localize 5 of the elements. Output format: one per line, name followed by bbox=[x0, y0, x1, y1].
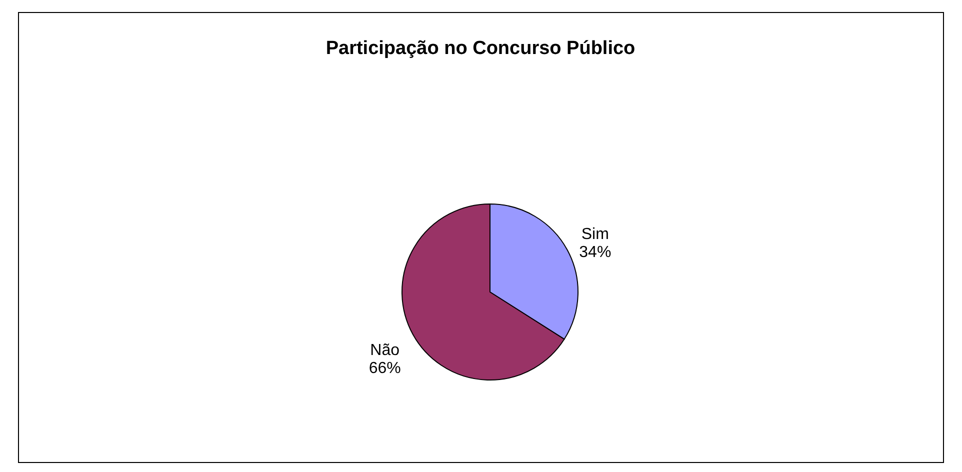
data-label: 66% bbox=[368, 360, 401, 377]
data-label: 34% bbox=[579, 244, 612, 262]
chart-title: Participação no Concurso Público bbox=[326, 38, 636, 59]
slice-label: Sim bbox=[581, 226, 609, 244]
slice-label: Não bbox=[370, 342, 400, 359]
